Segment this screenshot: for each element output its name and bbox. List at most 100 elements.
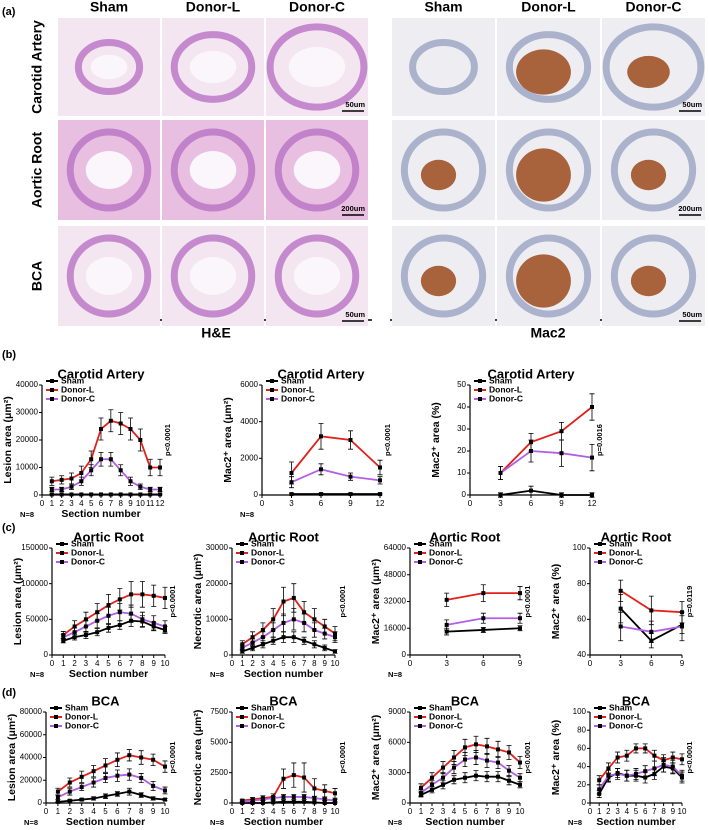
x-tick-label: 6 (292, 659, 297, 668)
y-tick-label: 80 (577, 579, 586, 588)
data-point (240, 642, 245, 647)
x-tick-label: 10 (136, 499, 145, 508)
data-point (151, 620, 156, 625)
data-point (240, 649, 245, 654)
data-point (271, 638, 276, 643)
vessel-wall (400, 128, 487, 212)
panel-label: (c) (2, 522, 16, 534)
column-header: Donor-C (626, 0, 682, 15)
data-point (67, 789, 72, 794)
data-point (441, 775, 445, 780)
y-tick-label: 0 (402, 650, 407, 659)
data-point (419, 790, 423, 795)
vessel-wall (266, 23, 368, 111)
data-point (103, 763, 108, 768)
row-label: BCA (29, 261, 45, 291)
x-tick-label: 3 (261, 659, 266, 668)
series-line (51, 419, 160, 483)
legend-label: Sham (65, 702, 89, 712)
data-point (606, 773, 611, 778)
data-point (430, 782, 434, 787)
x-tick-label: 0 (230, 807, 235, 816)
y-tick-label: 40 (457, 402, 466, 411)
legend-label: Sham (609, 538, 633, 548)
legend-label: Donor-L (65, 711, 98, 721)
legend-label: Donor-L (609, 547, 642, 557)
legend-marker (598, 542, 602, 546)
data-point (250, 640, 255, 645)
data-point (139, 755, 144, 760)
x-tick-label: 3 (618, 659, 623, 668)
data-point (129, 611, 134, 616)
x-tick-label: 8 (139, 807, 144, 816)
legend-label: Sham (71, 538, 95, 548)
x-tick-label: 3 (498, 499, 503, 508)
data-point (69, 484, 74, 489)
data-point (378, 478, 382, 483)
data-point (661, 762, 666, 767)
y-tick-label: 0 (402, 798, 407, 807)
data-point (322, 624, 327, 629)
data-point (606, 766, 611, 771)
data-point (99, 457, 103, 462)
legend-label: Sham (281, 375, 305, 385)
data-point (103, 775, 108, 780)
data-point (302, 638, 307, 643)
x-tick-label: 0 (588, 807, 593, 816)
data-point (67, 798, 72, 803)
x-tick-label: 0 (260, 499, 265, 508)
data-point (670, 755, 675, 760)
y-tick-label: 10000 (16, 463, 39, 472)
x-tick-label: 1 (61, 659, 66, 668)
data-point (72, 624, 77, 629)
data-point (69, 476, 74, 481)
y-axis-label: Mac2⁺ area (%) (550, 720, 562, 796)
vessel-wall (274, 234, 360, 318)
data-point (615, 771, 620, 776)
x-tick-label: 3 (79, 807, 84, 816)
y-tick-label: 0 (254, 490, 259, 499)
data-point (452, 777, 456, 782)
x-tick-label: 2 (68, 807, 73, 816)
data-point (61, 635, 66, 640)
n-label: N=8 (24, 818, 38, 827)
x-tick-label: 9 (322, 659, 327, 668)
legend-marker (598, 551, 602, 555)
x-tick-label: 7 (652, 807, 657, 816)
x-tick-label: 5 (463, 807, 468, 816)
data-point (289, 471, 294, 475)
x-tick-label: 0 (408, 659, 413, 668)
y-tick-label: 20000 (20, 775, 43, 784)
x-tick-label: 9 (151, 659, 156, 668)
data-point (250, 801, 255, 805)
y-tick-label: 5000 (210, 737, 228, 746)
x-axis-label: Section number (61, 508, 140, 520)
y-tick-label: 60000 (20, 730, 43, 739)
data-point (106, 625, 111, 630)
x-tick-label: 6 (529, 499, 534, 508)
data-point (163, 595, 167, 600)
lumen (293, 257, 341, 295)
y-tick-label: 40000 (16, 380, 39, 389)
data-point (139, 793, 144, 798)
y-tick-label: 0 (34, 490, 39, 499)
data-point (302, 799, 307, 804)
data-point (83, 624, 88, 629)
vessel-wall (602, 23, 705, 111)
x-tick-label: 4 (452, 807, 457, 816)
series-line (242, 636, 336, 653)
x-tick-label: 0 (408, 807, 413, 816)
data-point (559, 493, 564, 497)
legend-label: Donor-C (65, 720, 99, 730)
series-line (241, 596, 336, 646)
vessel-wall (610, 234, 697, 318)
legend-label: Donor-L (61, 384, 94, 394)
series-line (241, 618, 336, 649)
data-point (281, 799, 286, 804)
legend-marker (418, 706, 422, 710)
data-point (250, 635, 255, 640)
y-tick-label: 9000 (388, 707, 406, 716)
stain-area (516, 148, 571, 202)
data-point (271, 800, 276, 805)
